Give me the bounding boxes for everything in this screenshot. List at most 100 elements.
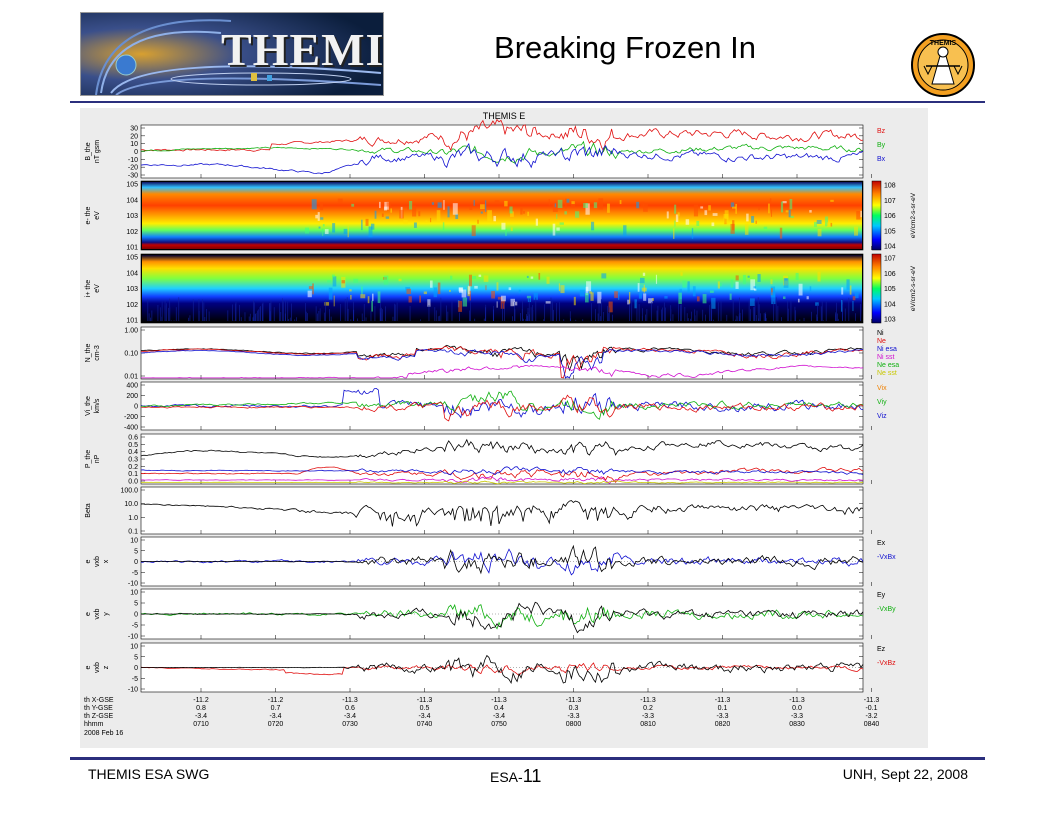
panel-i+-tick: 105 (126, 255, 138, 262)
spectrogram-burst (841, 287, 844, 295)
panel-Ez-legend-1: -VxBz (877, 660, 896, 667)
panel-Ex-tick: 5 (134, 548, 138, 555)
spectrogram-burst (497, 296, 503, 300)
spectrogram-burst (471, 225, 476, 237)
spectrogram-burst (472, 276, 477, 280)
panel-Vi-tick: 200 (126, 393, 138, 400)
spectrogram-burst (744, 223, 749, 235)
header-divider (70, 101, 985, 103)
spectrogram-burst (640, 277, 645, 284)
panel-P-ylabel: nP (94, 454, 101, 463)
spectrogram-burst (509, 206, 513, 214)
spectrogram-burst (779, 227, 783, 239)
panel-Ez-ylabel: e (85, 665, 92, 669)
spectrogram-burst (852, 300, 854, 312)
spectrogram-burst (333, 295, 335, 307)
spectrogram-burst (825, 216, 829, 227)
spectrogram-burst (735, 281, 739, 289)
panel-P-tick: 0.2 (128, 464, 138, 471)
ephemeris-value: 0.1 (718, 705, 728, 712)
spectrogram-burst (651, 298, 654, 301)
panel-Ex-tick: -5 (132, 570, 138, 577)
panel-Vi-tick: 400 (126, 383, 138, 390)
panel-P-frame (140, 433, 864, 485)
spectrogram-burst (574, 211, 580, 218)
spectrogram-burst (782, 296, 786, 300)
spectrogram-burst (320, 217, 324, 220)
spectrogram-burst (643, 203, 648, 212)
ephemeris-value: 0.8 (196, 705, 206, 712)
spectrogram-burst (830, 199, 834, 202)
spectrogram-burst (546, 276, 550, 284)
panel-Vi-legend-2: Viz (877, 413, 887, 420)
spectrogram-burst (371, 300, 373, 312)
time-tick-label: 0720 (268, 721, 284, 728)
ephemeris-value: -3.4 (418, 713, 430, 720)
spectrogram-burst (399, 209, 404, 219)
spectrogram-burst (423, 291, 427, 295)
spectrogram-burst (360, 294, 366, 299)
ephemeris-label: th Y-GSE (84, 705, 113, 712)
spectrogram-burst (496, 282, 499, 291)
spectrogram-burst (500, 295, 506, 302)
panel-e--colorbar (871, 180, 882, 251)
panel-B-frame (140, 124, 864, 179)
spectrogram-burst (751, 215, 755, 223)
by-series (140, 140, 864, 164)
spectrogram-burst (455, 213, 459, 219)
spectrogram-burst (617, 294, 620, 300)
ephemeris-value: 0.0 (792, 705, 802, 712)
footer-page-number: ESA-11 (490, 766, 541, 787)
spectrogram-burst (692, 286, 696, 297)
spectrogram-burst (469, 207, 473, 211)
spectrogram-burst (437, 282, 441, 295)
spectrogram-burst (770, 279, 773, 285)
spectrogram-burst (770, 209, 773, 217)
spectrogram-burst (431, 202, 435, 205)
panel-B-tick: -10 (128, 157, 138, 164)
panel-i+-colorbar-tick: 103 (884, 317, 896, 324)
chart-title: THEMIS E (483, 111, 526, 121)
spectrogram-burst (860, 210, 862, 218)
panel-i+-colorbar-tick: 107 (884, 256, 896, 263)
e-Ex-series (141, 544, 864, 575)
spectrogram-burst (480, 204, 485, 210)
ephemeris-value: -11.2 (268, 697, 284, 704)
spectrogram-burst (570, 204, 576, 208)
spectrogram-burst (327, 280, 332, 283)
panel-Ez-legend-0: Ez (877, 646, 886, 653)
spectrogram-burst (780, 201, 784, 213)
spectrogram-burst (677, 212, 680, 217)
spectrogram-burst (813, 221, 818, 227)
panel-e--tick: 103 (126, 213, 138, 220)
spectrogram-burst (573, 296, 576, 306)
spectrogram-burst (817, 228, 822, 237)
spectrogram-burst (473, 200, 475, 206)
spectrogram-burst (368, 226, 373, 238)
spectrogram-burst (413, 222, 417, 228)
spectrogram-burst (370, 223, 375, 230)
spectrogram-burst (593, 202, 598, 209)
spectrogram-burst (390, 208, 393, 213)
panel-i+-ylabel: eV (94, 284, 101, 293)
ephemeris-value: -11.2 (193, 697, 209, 704)
panel-N-legend-5: Ne sst (877, 370, 897, 377)
spectrogram-burst (351, 203, 355, 207)
panel-e--colorbar-label: eV/cm2-s-sr-eV (910, 192, 917, 238)
spectrogram-burst (755, 220, 757, 224)
panel-Vi-legend-0: Vix (877, 385, 887, 392)
ephemeris-value: -3.4 (269, 713, 281, 720)
spectrogram-burst (643, 293, 647, 301)
panel-B-tick: 0 (134, 149, 138, 156)
spectrogram-burst (607, 203, 610, 213)
spectrogram-burst (768, 203, 770, 214)
ephemeris-value: -11.3 (864, 697, 880, 704)
time-tick-label: 0820 (715, 721, 731, 728)
panel-e--colorbar-tick: 104 (884, 244, 896, 251)
spectrogram-burst (412, 205, 417, 217)
spectrogram-burst (730, 202, 735, 208)
spectrogram-burst (817, 271, 821, 282)
panel-e--tick: 101 (126, 245, 138, 252)
spectrogram-burst (590, 292, 594, 301)
spectrogram-burst (331, 274, 335, 278)
